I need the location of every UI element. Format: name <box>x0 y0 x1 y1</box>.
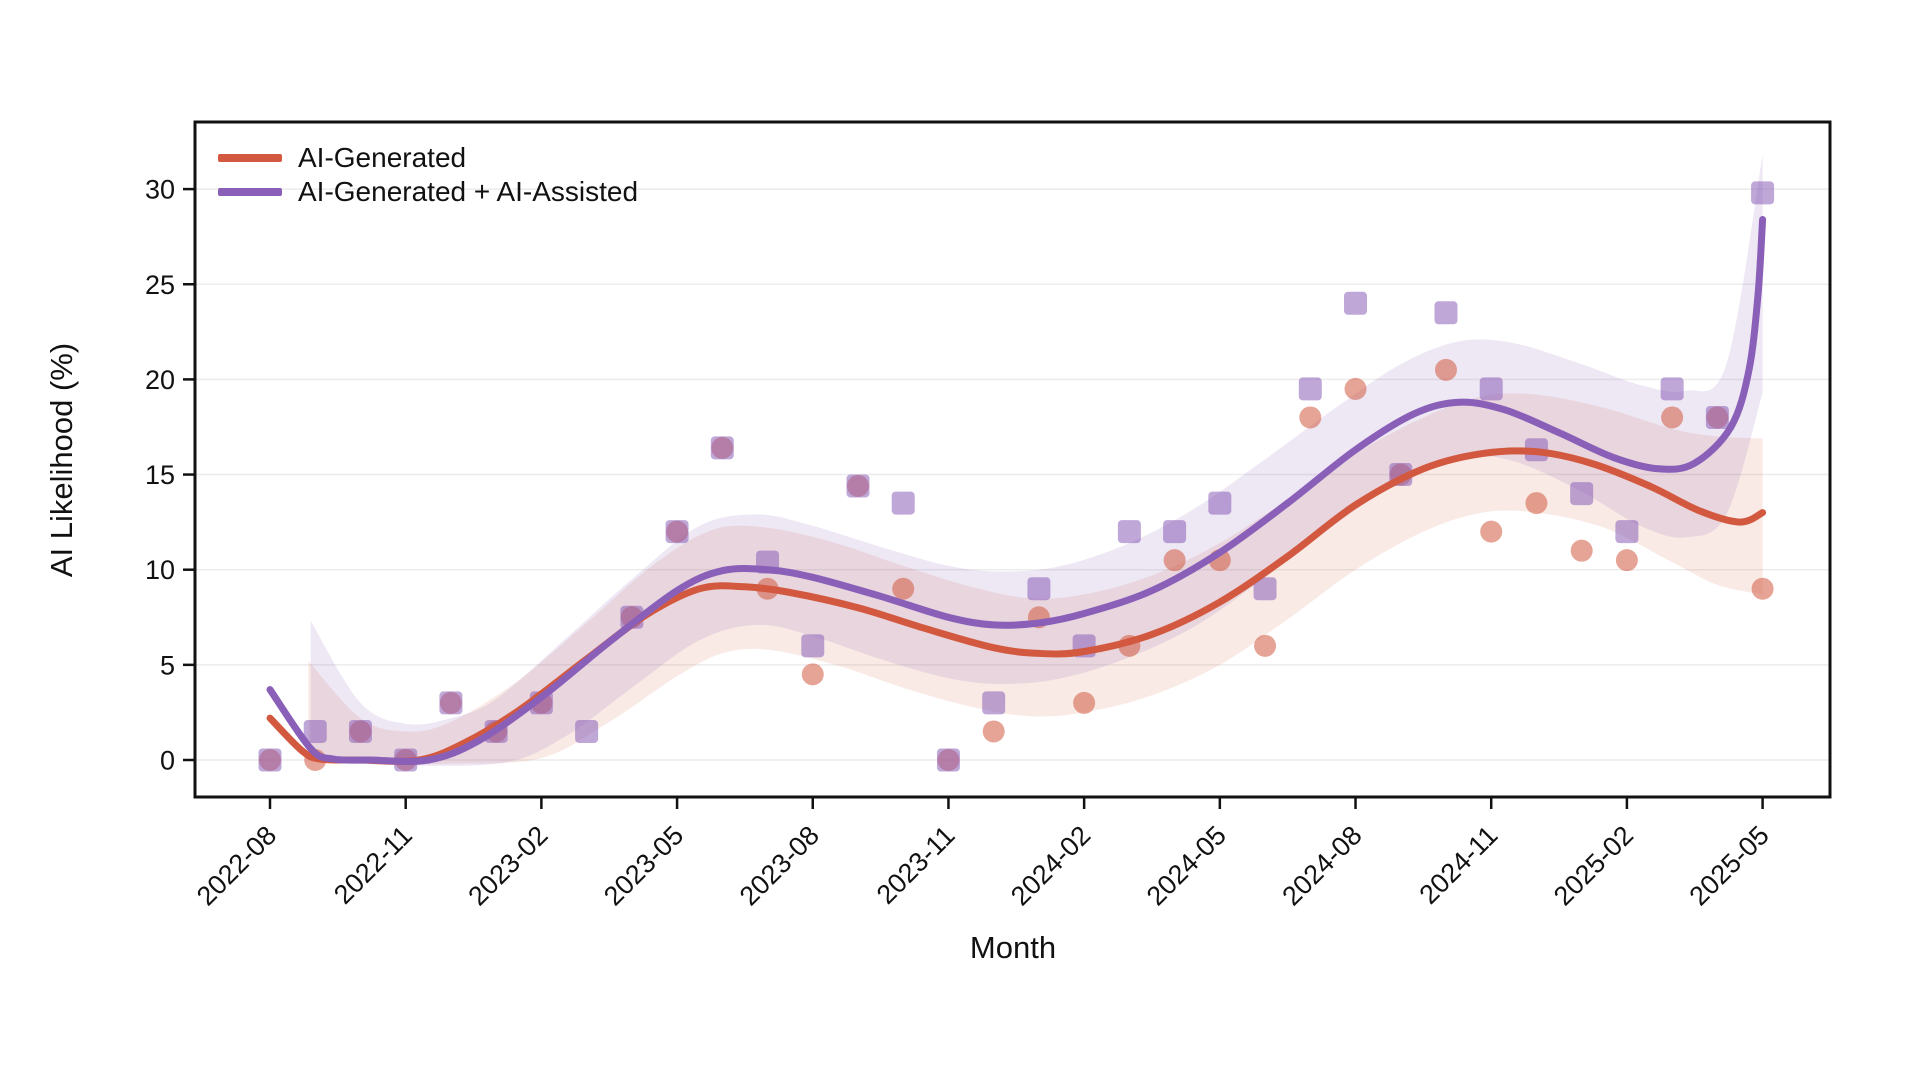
scatter-point <box>982 720 1005 743</box>
axis-ticks: 0 5 10 15 20 25 30 2022-08 2022-11 2023-02 2023-05… <box>145 175 1775 912</box>
scatter-point <box>1434 301 1458 325</box>
scatter-point <box>1253 577 1277 601</box>
x-tick-label: 2023-11 <box>871 820 961 910</box>
scatter-point <box>1163 549 1186 572</box>
x-tick-label: 2024-11 <box>1414 820 1504 910</box>
scatter-point <box>846 474 870 498</box>
confidence-band-0 <box>308 393 1763 765</box>
x-tick-label: 2025-05 <box>1684 820 1775 911</box>
y-axis-title: AI Likelihood (%) <box>44 342 79 578</box>
y-tick-label: 25 <box>145 270 175 300</box>
y-tick-label: 0 <box>160 746 175 776</box>
scatter-point <box>1525 492 1548 515</box>
scatter-point <box>1660 377 1684 401</box>
trend-line-0 <box>266 447 1767 765</box>
x-axis-title: Month <box>969 930 1057 965</box>
gridlines <box>195 188 1830 761</box>
scatter-point <box>1434 358 1457 381</box>
scatter-point <box>575 719 599 743</box>
scatter-point <box>348 719 372 743</box>
scatter-point <box>1027 577 1051 601</box>
x-tick-label: 2023-08 <box>734 820 825 911</box>
scatter-point <box>258 748 282 772</box>
scatter-point <box>982 691 1006 715</box>
scatter-point <box>1344 291 1368 315</box>
x-tick-label: 2025-02 <box>1548 820 1639 911</box>
scatter-point <box>1163 520 1187 544</box>
plot-border <box>193 120 1832 799</box>
scatter-point <box>892 577 915 600</box>
x-tick-label: 2023-05 <box>598 820 689 911</box>
scatter-point <box>1254 634 1277 657</box>
scatter-point <box>1570 539 1593 562</box>
scatter-point <box>1344 377 1367 400</box>
scatter-point <box>439 691 463 715</box>
scatter-point <box>303 719 327 743</box>
legend: AI-Generated AI-Generated + AI-Assisted <box>218 141 638 209</box>
x-tick-label: 2024-02 <box>1005 820 1096 911</box>
scatter-point <box>1705 405 1729 429</box>
scatter-point <box>1751 181 1775 205</box>
scatter-point <box>1615 520 1639 544</box>
legend-item-ai-generated-ai-assisted: AI-Generated + AI-Assisted <box>218 175 638 209</box>
scatter-point <box>1117 520 1141 544</box>
x-tick-label: 2022-08 <box>191 820 282 911</box>
scatter-point <box>891 491 915 515</box>
legend-item-ai-generated: AI-Generated <box>218 141 638 175</box>
legend-label-ai-generated-ai-assisted: AI-Generated + AI-Assisted <box>298 176 639 207</box>
scatter-point <box>1480 520 1503 543</box>
y-tick-label: 15 <box>145 460 175 490</box>
scatter-point <box>710 436 734 460</box>
x-tick-label: 2024-05 <box>1141 820 1232 911</box>
x-tick-label: 2024-08 <box>1276 820 1367 911</box>
scatter-point <box>1299 406 1322 429</box>
scatter-point <box>1479 377 1503 401</box>
confidence-bands <box>308 154 1763 766</box>
y-tick-label: 20 <box>145 365 175 395</box>
scatter-point <box>1208 491 1232 515</box>
scatter-point <box>936 748 960 772</box>
x-tick-label: 2022-11 <box>328 820 418 910</box>
legend-swatch-ai-generated <box>218 154 282 162</box>
scatter-point <box>665 520 689 544</box>
trend-line-1 <box>266 216 1767 765</box>
y-tick-label: 5 <box>160 650 175 680</box>
scatter-point <box>1570 482 1594 506</box>
y-tick-label: 10 <box>145 555 175 585</box>
scatter-point <box>1751 577 1774 600</box>
y-tick-label: 30 <box>145 175 175 205</box>
scatter-point <box>1661 406 1684 429</box>
legend-label-ai-generated: AI-Generated <box>298 142 467 173</box>
scatter-point <box>1073 691 1096 714</box>
x-tick-label: 2023-02 <box>462 820 553 911</box>
trend-lines <box>266 216 1767 765</box>
scatter-point <box>1298 377 1322 401</box>
scatter-point <box>801 663 824 686</box>
scatter-point <box>1615 549 1638 572</box>
confidence-band-1 <box>310 154 1763 766</box>
scatter-point <box>801 634 825 658</box>
legend-swatch-ai-generated-ai-assisted <box>218 188 282 196</box>
